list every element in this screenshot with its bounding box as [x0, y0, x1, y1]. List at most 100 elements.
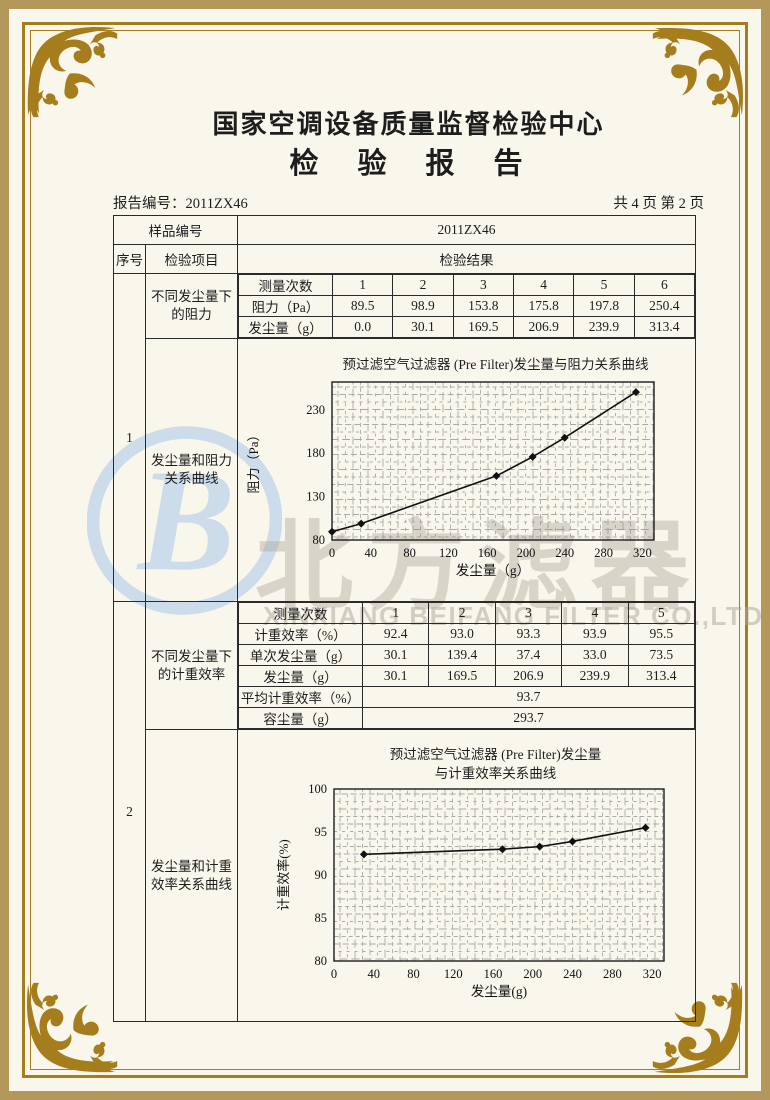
cell: 169.5 [428, 665, 496, 687]
cell: 30.1 [392, 316, 454, 338]
svg-text:40: 40 [365, 546, 378, 560]
svg-text:160: 160 [484, 967, 503, 981]
svg-text:180: 180 [306, 446, 325, 460]
cell: 197.8 [573, 295, 635, 317]
svg-text:240: 240 [555, 546, 574, 560]
svg-text:发尘量（g）: 发尘量（g） [456, 563, 530, 578]
svg-text:280: 280 [603, 967, 622, 981]
cell: 89.5 [331, 295, 394, 317]
cell: 2 [392, 274, 454, 296]
cell: 3 [494, 602, 563, 624]
chart2-title-line1: 预过滤空气过滤器 (Pre Filter)发尘量 [389, 746, 602, 762]
cell: 153.8 [452, 295, 514, 317]
cell: 169.5 [452, 316, 514, 338]
cell: 5 [573, 274, 635, 296]
corner-ornament-top-right [651, 19, 751, 119]
results-table: 样品编号 2011ZX46 序号 检验项目 检验结果 1 不同发尘量下的阻力 测… [113, 215, 696, 1022]
avg-efficiency-value: 93.7 [362, 686, 695, 708]
resistance-table: 测量次数 1 2 3 4 5 6 阻力（Pa） 89.5 98.9 [238, 274, 696, 338]
svg-text:120: 120 [444, 967, 463, 981]
cell: 206.9 [512, 316, 575, 338]
efficiency-line-chart: 0 40 80 120 160 200 240 280 320 80 85 90 95 100 发尘量(g)… [276, 783, 665, 999]
row-label: 平均计重效率（%） [238, 686, 363, 708]
sample-row: 样品编号 2011ZX46 [113, 215, 696, 245]
svg-text:80: 80 [313, 533, 326, 547]
cell: 93.0 [428, 623, 496, 645]
svg-text:120: 120 [439, 546, 458, 560]
section1-chart-item: 发尘量和阻力关系曲线 [145, 338, 238, 602]
svg-text:90: 90 [315, 868, 328, 882]
cell: 2 [428, 602, 496, 624]
row-label: 计重效率（%） [238, 623, 363, 645]
cell: 93.3 [494, 623, 563, 645]
row-label: 测量次数 [238, 274, 333, 296]
cell: 92.4 [361, 623, 430, 645]
efficiency-table: 测量次数 1 2 3 4 5 计重效率（%） 92.4 93.0 93.3 [238, 602, 696, 729]
outer-gold-frame [22, 22, 748, 1078]
cell: 1 [331, 274, 394, 296]
cell: 4 [561, 602, 629, 624]
svg-text:320: 320 [643, 967, 662, 981]
meta-row: 报告编号：2011ZX46 共 4 页 第 2 页 [113, 195, 704, 213]
row-label: 单次发尘量（g） [238, 644, 363, 666]
cell: 5 [627, 602, 696, 624]
chart2-title-line2: 与计重效率关系曲线 [434, 765, 557, 781]
cell: 313.4 [633, 316, 696, 338]
cell: 239.9 [573, 316, 635, 338]
efficiency-chart-cell: 预过滤空气过滤器 (Pre Filter)发尘量 与计重效率关系曲线 0 40 80… [237, 729, 696, 1022]
col-item: 检验项目 [145, 244, 238, 274]
svg-text:280: 280 [594, 546, 613, 560]
org-title: 国家空调设备质量监督检验中心 [212, 110, 605, 139]
svg-text:160: 160 [478, 546, 497, 560]
svg-text:80: 80 [315, 954, 328, 968]
cell: 3 [452, 274, 514, 296]
cell: 206.9 [494, 665, 563, 687]
section1-chart-row: 发尘量和阻力关系曲线 预过滤空气过滤器 (Pre Filter)发尘量与阻力关系… [114, 338, 696, 602]
row-label: 阻力（Pa） [238, 295, 333, 317]
sample-value: 2011ZX46 [237, 215, 696, 245]
cell: 6 [633, 274, 696, 296]
cell: 33.0 [561, 644, 629, 666]
svg-text:240: 240 [563, 967, 582, 981]
cell: 239.9 [561, 665, 629, 687]
cell: 313.4 [627, 665, 696, 687]
cell: 93.9 [561, 623, 629, 645]
svg-text:阻力（Pa）: 阻力（Pa） [246, 428, 261, 493]
inner-gold-frame [30, 30, 740, 1070]
report-content: 国家空调设备质量监督检验中心 检 验 报 告 报告编号：2011ZX46 共 4… [113, 109, 704, 1022]
cell: 98.9 [392, 295, 454, 317]
corner-ornament-top-left [19, 19, 119, 119]
section2-item: 不同发尘量下的计重效率 [145, 601, 238, 730]
row-label: 发尘量（g） [238, 316, 333, 338]
section1-measure-row: 1 不同发尘量下的阻力 测量次数 1 2 3 4 5 6 [113, 273, 696, 602]
cell: 175.8 [512, 295, 575, 317]
col-result: 检验结果 [237, 244, 696, 274]
corner-ornament-bottom-left [19, 981, 119, 1081]
row-label: 测量次数 [238, 602, 363, 624]
pagination: 共 4 页 第 2 页 [613, 196, 704, 212]
svg-text:200: 200 [517, 546, 536, 560]
resistance-chart-cell: 预过滤空气过滤器 (Pre Filter)发尘量与阻力关系曲线 0 40 80 120… [237, 338, 696, 602]
chart1-title: 预过滤空气过滤器 (Pre Filter)发尘量与阻力关系曲线 [342, 357, 649, 372]
dust-capacity-value: 293.7 [362, 707, 695, 729]
cell: 30.1 [361, 665, 430, 687]
svg-text:40: 40 [368, 967, 381, 981]
row-label: 容尘量（g） [238, 707, 363, 729]
cell: 37.4 [494, 644, 563, 666]
section2-chart-row: 发尘量和计重效率关系曲线 预过滤空气过滤器 (Pre Filter)发尘量 与计… [114, 729, 696, 1022]
cell: 4 [512, 274, 575, 296]
cell: 73.5 [627, 644, 696, 666]
svg-text:0: 0 [329, 546, 335, 560]
row-label: 发尘量（g） [238, 665, 363, 687]
section1-item: 不同发尘量下的阻力 [145, 273, 238, 339]
svg-text:85: 85 [315, 911, 328, 925]
cell: 95.5 [627, 623, 696, 645]
svg-text:95: 95 [315, 825, 328, 839]
svg-text:0: 0 [331, 967, 337, 981]
cell: 30.1 [361, 644, 430, 666]
col-serial: 序号 [113, 244, 146, 274]
svg-text:130: 130 [306, 490, 325, 504]
cell: 250.4 [633, 295, 696, 317]
cell: 0.0 [331, 316, 394, 338]
